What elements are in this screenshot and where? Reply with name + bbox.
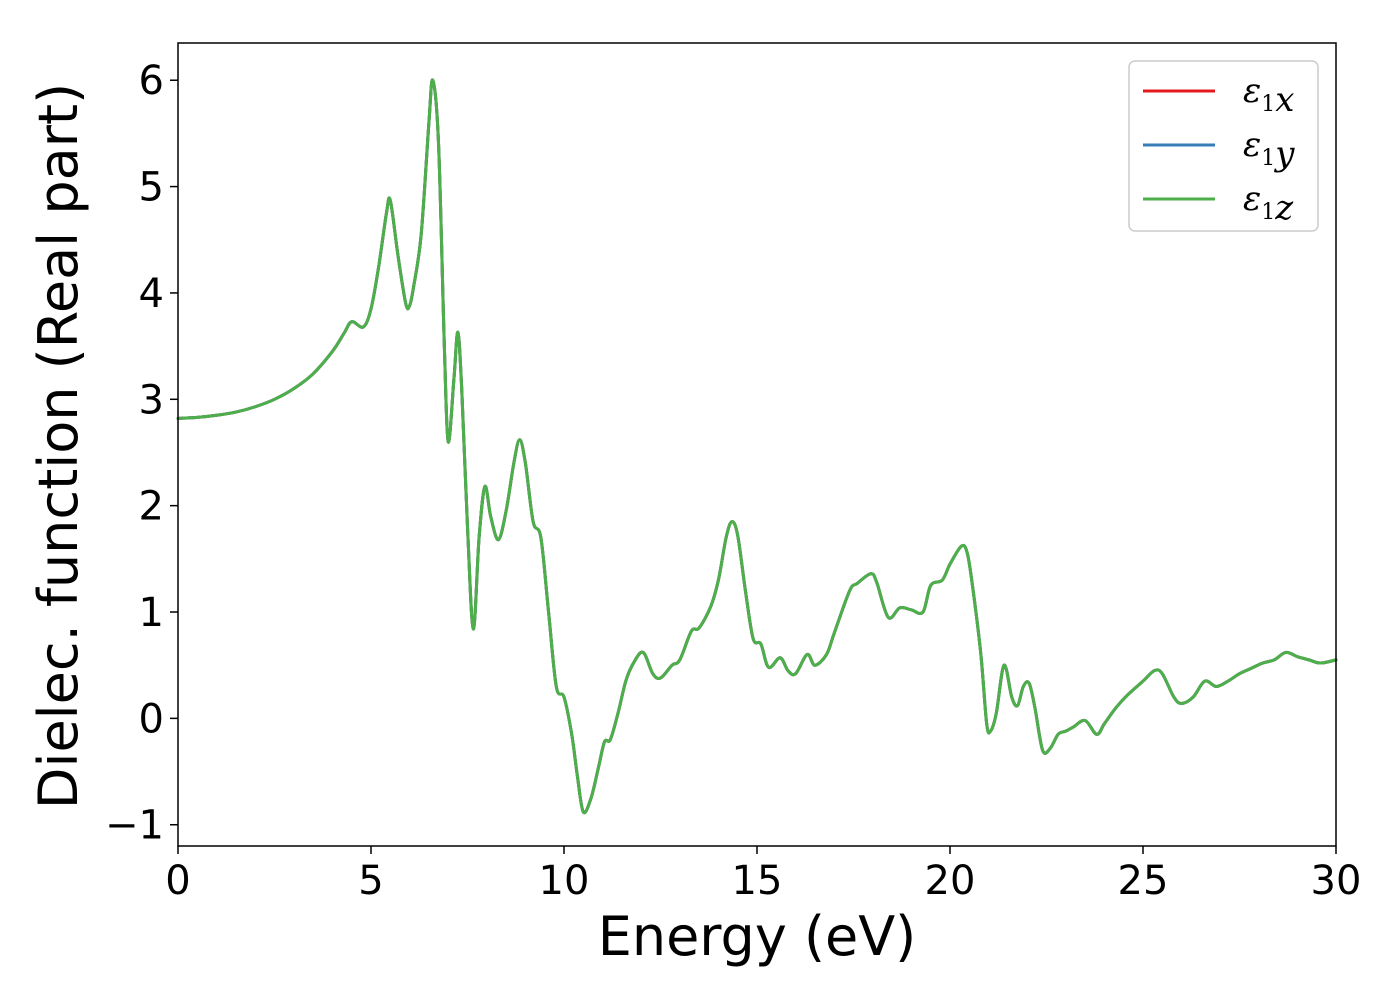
- x-axis-title: Energy (eV): [598, 905, 917, 968]
- y-axis: −1 0 1 2 3 4 5 6: [105, 58, 178, 849]
- series-line-3: [176, 78, 1338, 815]
- y-tick-label: 4: [139, 271, 164, 317]
- x-tick-label: 10: [539, 858, 590, 904]
- y-tick-label: 2: [139, 484, 164, 530]
- y-tick-label: 3: [139, 377, 164, 423]
- x-tick-label: 15: [732, 858, 783, 904]
- x-tick-label: 30: [1311, 858, 1362, 904]
- plot-lines: [176, 78, 1338, 815]
- x-tick-label: 25: [1118, 858, 1169, 904]
- x-axis: 0 5 10 15 20 25 30: [165, 846, 1361, 904]
- x-tick-label: 20: [925, 858, 976, 904]
- y-tick-label: 0: [139, 696, 164, 742]
- legend-label-2: ε1y: [1243, 125, 1295, 174]
- x-tick-label: 0: [165, 858, 190, 904]
- y-tick-label: −1: [105, 803, 164, 849]
- legend: ε1x ε1y ε1z: [1128, 60, 1319, 232]
- y-tick-label: 5: [139, 165, 164, 211]
- y-tick-label: 6: [139, 58, 164, 104]
- legend-label-3: ε1z: [1243, 179, 1294, 228]
- legend-label-1: ε1x: [1243, 71, 1294, 120]
- x-tick-label: 5: [358, 858, 383, 904]
- y-tick-label: 1: [139, 590, 164, 636]
- legend-box: [1128, 60, 1319, 232]
- y-axis-title: Dielec. function (Real part): [27, 83, 90, 809]
